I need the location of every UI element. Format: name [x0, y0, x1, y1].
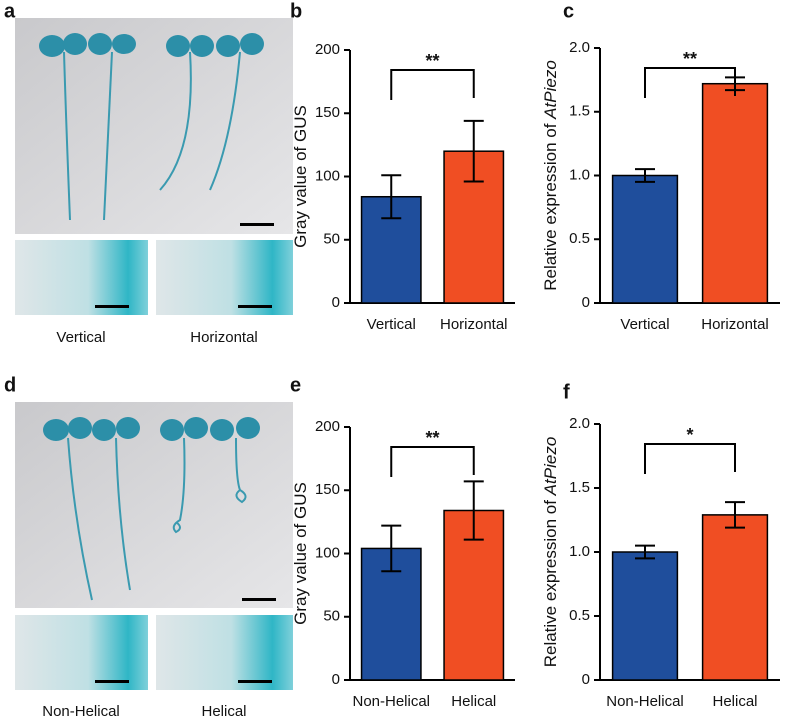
- y-tick-label: 0.5: [569, 230, 590, 247]
- y-axis-label: Gray value of GUS: [291, 105, 310, 248]
- x-tick-label: Vertical: [620, 316, 669, 333]
- significance-label: **: [425, 428, 439, 448]
- y-axis-label: Relative expression of AtPiezo: [541, 437, 560, 668]
- panel-label: f: [563, 381, 570, 403]
- image-caption: Non-Helical: [42, 703, 120, 720]
- y-axis-label-text: Relative expression of: [541, 119, 560, 291]
- bar: [611, 551, 679, 681]
- x-tick-label: Helical: [712, 693, 757, 710]
- significance-bracket: [390, 446, 475, 477]
- x-tick-label: Horizontal: [440, 316, 508, 333]
- panel-label: d: [4, 374, 16, 396]
- x-tick-label: Horizontal: [701, 316, 769, 333]
- y-tick-label: 1.0: [569, 166, 590, 183]
- bar: [701, 514, 769, 681]
- image-caption: Horizontal: [190, 329, 258, 346]
- bar: [611, 174, 679, 304]
- error-bar: [463, 480, 484, 541]
- y-axis-label-text: Gray value of GUS: [291, 482, 310, 625]
- panel-label: b: [290, 0, 302, 22]
- y-tick-label: 2.0: [569, 415, 590, 432]
- x-tick-label: Non-Helical: [606, 693, 684, 710]
- significance-bracket: [644, 443, 736, 474]
- y-axis-label: Gray value of GUS: [291, 482, 310, 625]
- x-tick-label: Non-Helical: [352, 693, 430, 710]
- significance-bracket: [390, 69, 475, 100]
- y-axis-label-italic: AtPiezo: [541, 60, 560, 120]
- y-tick-label: 1.0: [569, 543, 590, 560]
- significance-label: *: [686, 425, 693, 445]
- y-tick-label: 0: [582, 294, 590, 311]
- bar: [360, 195, 422, 304]
- error-bar: [725, 501, 745, 529]
- y-tick-label: 50: [323, 231, 340, 248]
- image-caption: Helical: [201, 703, 246, 720]
- error-bar: [381, 174, 402, 220]
- photo-a: [15, 18, 293, 315]
- y-tick-label: 0: [332, 294, 340, 311]
- y-axis-label-text: Gray value of GUS: [291, 105, 310, 248]
- y-tick-label: 0: [332, 671, 340, 688]
- panel-label: c: [563, 0, 574, 22]
- significance-bracket: [644, 67, 736, 98]
- bar: [701, 82, 769, 304]
- panel-label: e: [290, 374, 301, 396]
- y-axis-label-text: Relative expression of: [541, 495, 560, 667]
- x-tick-label: Helical: [451, 693, 496, 710]
- significance-label: **: [425, 51, 439, 71]
- y-tick-label: 150: [315, 481, 340, 498]
- y-tick-label: 100: [315, 544, 340, 561]
- significance-label: **: [683, 49, 697, 69]
- y-tick-label: 100: [315, 167, 340, 184]
- y-axis-label: Relative expression of AtPiezo: [541, 60, 560, 291]
- error-bar: [635, 168, 655, 183]
- y-tick-label: 2.0: [569, 39, 590, 56]
- image-caption: Vertical: [56, 329, 105, 346]
- error-bar: [635, 544, 655, 560]
- y-tick-label: 200: [315, 41, 340, 58]
- photo-d: [15, 402, 293, 690]
- error-bar: [463, 119, 484, 183]
- error-bar: [381, 524, 402, 573]
- y-tick-label: 1.5: [569, 103, 590, 120]
- y-tick-label: 1.5: [569, 479, 590, 496]
- y-axis-label-italic: AtPiezo: [541, 437, 560, 497]
- y-tick-label: 0: [582, 671, 590, 688]
- panel-label: a: [4, 0, 16, 22]
- x-tick-label: Vertical: [367, 316, 416, 333]
- y-tick-label: 0.5: [569, 607, 590, 624]
- y-tick-label: 50: [323, 608, 340, 625]
- y-tick-label: 150: [315, 104, 340, 121]
- y-tick-label: 200: [315, 418, 340, 435]
